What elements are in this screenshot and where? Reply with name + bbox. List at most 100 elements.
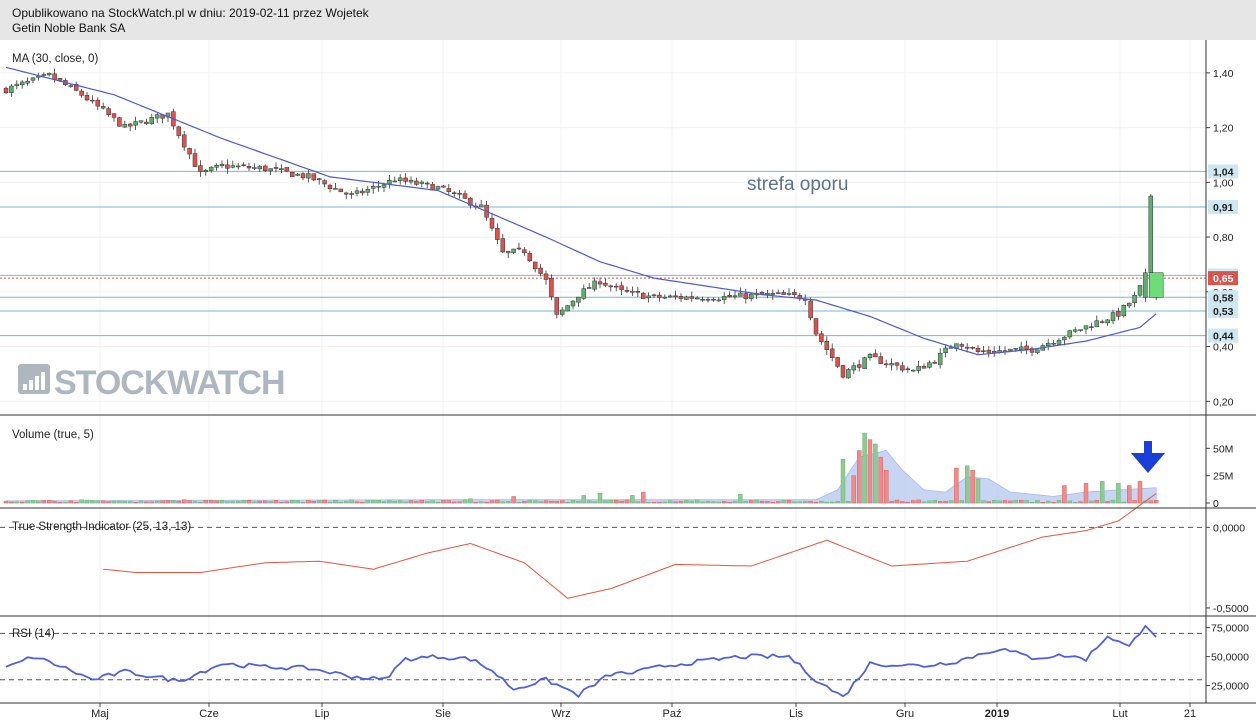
candle-body bbox=[867, 353, 873, 359]
volume-bar bbox=[975, 478, 981, 504]
volume-bar bbox=[408, 500, 414, 504]
volume-bar bbox=[770, 502, 775, 504]
candle-body bbox=[905, 368, 911, 371]
candle bbox=[937, 348, 943, 369]
volume-bar bbox=[208, 499, 214, 504]
arrow-head bbox=[1131, 453, 1165, 473]
candle-body bbox=[122, 123, 128, 128]
volume-bar bbox=[468, 498, 473, 504]
candle bbox=[1116, 307, 1121, 321]
candle-body bbox=[138, 120, 144, 123]
candle-body bbox=[1056, 340, 1062, 345]
candle bbox=[511, 248, 516, 254]
volume-bar bbox=[549, 500, 554, 504]
volume-bar bbox=[641, 491, 646, 504]
candle-body bbox=[748, 293, 754, 299]
candle bbox=[559, 306, 565, 317]
candle-body bbox=[981, 350, 986, 352]
candle bbox=[349, 191, 354, 199]
candle bbox=[970, 346, 975, 350]
candle-body bbox=[959, 344, 965, 347]
candle-body bbox=[900, 365, 905, 371]
time-axis-label: Gru bbox=[896, 708, 914, 720]
candle bbox=[208, 166, 214, 173]
candle-body bbox=[889, 363, 894, 366]
candle bbox=[905, 366, 911, 373]
candle bbox=[257, 164, 263, 172]
candle-body bbox=[970, 347, 975, 349]
candle bbox=[727, 291, 732, 298]
candle bbox=[381, 182, 387, 193]
candle bbox=[1137, 285, 1143, 298]
volume-bar bbox=[516, 502, 522, 504]
candle bbox=[883, 359, 889, 368]
candle-body bbox=[219, 164, 225, 167]
candle-body bbox=[489, 218, 495, 229]
candle bbox=[198, 160, 203, 177]
candle-body bbox=[705, 299, 711, 301]
candle-body bbox=[549, 277, 554, 298]
candle bbox=[775, 289, 781, 295]
volume-bar bbox=[57, 501, 63, 504]
candle bbox=[781, 290, 786, 295]
candle-body bbox=[1148, 195, 1154, 273]
candle-body bbox=[975, 348, 981, 352]
candle-body bbox=[824, 340, 830, 351]
candle bbox=[851, 362, 857, 375]
candle-body bbox=[743, 293, 749, 299]
volume-bar bbox=[1002, 500, 1008, 504]
candle bbox=[295, 173, 300, 177]
candle-body bbox=[1089, 326, 1094, 328]
volume-bar bbox=[263, 500, 268, 504]
candle bbox=[824, 336, 830, 355]
volume-bar bbox=[846, 501, 851, 504]
candle bbox=[41, 72, 47, 77]
candle bbox=[635, 286, 641, 297]
volume-bar bbox=[657, 501, 662, 504]
volume-bar bbox=[635, 501, 640, 504]
price-axis-label: 1,00 bbox=[1213, 177, 1234, 189]
candle bbox=[1105, 319, 1110, 326]
volume-bar bbox=[813, 501, 819, 504]
volume-bar bbox=[743, 501, 748, 504]
last-price-tag: 0,65 bbox=[1208, 271, 1238, 286]
candle-body bbox=[1110, 312, 1116, 322]
volume-bar bbox=[1132, 500, 1137, 504]
volume-bar bbox=[808, 500, 813, 504]
volume-bar bbox=[344, 501, 349, 504]
candle-body bbox=[214, 165, 219, 168]
volume-bar bbox=[452, 501, 457, 504]
volume-bar bbox=[1019, 499, 1024, 504]
logo-text: STOCKWATCH bbox=[54, 364, 285, 402]
volume-bar bbox=[241, 500, 246, 504]
logo-bar bbox=[35, 376, 39, 390]
candle-body bbox=[1072, 329, 1078, 332]
candle-body bbox=[225, 164, 230, 169]
candle-body bbox=[813, 318, 819, 335]
candle-body bbox=[1143, 272, 1148, 298]
candle bbox=[19, 79, 25, 89]
candle bbox=[576, 296, 581, 307]
volume-bar bbox=[160, 500, 165, 504]
candle-body bbox=[73, 84, 79, 91]
candle bbox=[316, 177, 322, 185]
level-tag-bg bbox=[1208, 303, 1238, 318]
volume-bar bbox=[597, 492, 603, 504]
volume-bar bbox=[219, 499, 225, 504]
candle-body bbox=[235, 165, 241, 168]
volume-bar bbox=[824, 501, 829, 504]
volume-bar bbox=[354, 501, 360, 504]
candle-body bbox=[127, 123, 133, 127]
candle bbox=[705, 297, 711, 303]
volume-bar bbox=[884, 470, 889, 504]
candle-body bbox=[586, 287, 592, 289]
volume-bar bbox=[419, 500, 424, 504]
candle-body bbox=[25, 80, 30, 84]
candle bbox=[489, 213, 495, 231]
candle-body bbox=[257, 166, 263, 170]
candle bbox=[927, 360, 932, 369]
rsi-panel-title: RSI (14) bbox=[12, 628, 55, 640]
volume-bar bbox=[154, 501, 160, 504]
candle-body bbox=[349, 193, 354, 195]
candle-body bbox=[597, 281, 603, 285]
